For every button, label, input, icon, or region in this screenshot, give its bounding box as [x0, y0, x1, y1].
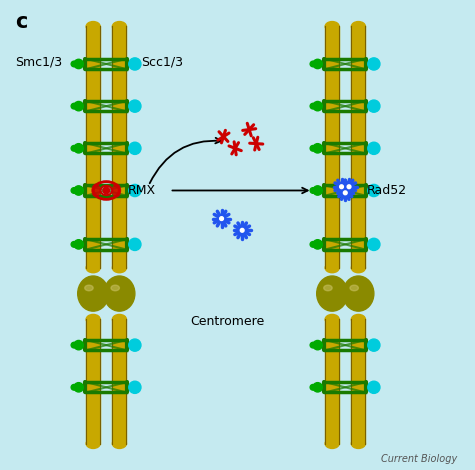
Circle shape	[129, 339, 141, 351]
Circle shape	[71, 61, 77, 67]
Circle shape	[368, 184, 380, 196]
Circle shape	[310, 242, 316, 247]
Ellipse shape	[325, 439, 339, 448]
Text: Current Biology: Current Biology	[381, 454, 458, 464]
Ellipse shape	[86, 439, 100, 448]
Circle shape	[310, 146, 316, 151]
Bar	[352, 26, 365, 268]
Ellipse shape	[352, 263, 365, 273]
Circle shape	[310, 384, 316, 390]
Circle shape	[71, 146, 77, 151]
Circle shape	[74, 144, 83, 153]
Ellipse shape	[325, 263, 339, 273]
Text: Rad52: Rad52	[366, 184, 407, 197]
Circle shape	[129, 100, 141, 112]
Circle shape	[71, 384, 77, 390]
Bar	[86, 26, 100, 268]
Circle shape	[129, 142, 141, 155]
Circle shape	[368, 381, 380, 393]
Text: Smc1/3: Smc1/3	[15, 55, 62, 68]
Text: RMX: RMX	[127, 184, 155, 197]
Circle shape	[313, 59, 323, 69]
Circle shape	[71, 188, 77, 193]
Bar	[325, 26, 339, 268]
Circle shape	[368, 339, 380, 351]
Ellipse shape	[113, 22, 126, 31]
Ellipse shape	[317, 276, 348, 311]
Ellipse shape	[113, 184, 121, 197]
Text: Centromere: Centromere	[190, 315, 265, 328]
Ellipse shape	[352, 314, 365, 324]
Bar	[113, 319, 126, 444]
Circle shape	[313, 102, 323, 111]
Circle shape	[347, 185, 351, 188]
Circle shape	[313, 340, 323, 350]
Bar	[113, 26, 126, 268]
Circle shape	[129, 238, 141, 251]
Ellipse shape	[325, 22, 339, 31]
Ellipse shape	[86, 263, 100, 273]
Circle shape	[310, 61, 316, 67]
Circle shape	[310, 342, 316, 348]
Ellipse shape	[113, 314, 126, 324]
Circle shape	[129, 184, 141, 196]
Circle shape	[74, 59, 83, 69]
Text: Scc1/3: Scc1/3	[142, 55, 183, 68]
Circle shape	[220, 217, 223, 220]
Circle shape	[313, 383, 323, 392]
Bar	[325, 319, 339, 444]
Ellipse shape	[352, 439, 365, 448]
Ellipse shape	[325, 314, 339, 324]
Circle shape	[368, 142, 380, 155]
Ellipse shape	[352, 22, 365, 31]
Bar	[86, 319, 100, 444]
Ellipse shape	[350, 285, 359, 291]
Ellipse shape	[85, 285, 93, 291]
Circle shape	[71, 242, 77, 247]
Circle shape	[368, 238, 380, 251]
Circle shape	[74, 102, 83, 111]
Circle shape	[74, 340, 83, 350]
Ellipse shape	[113, 439, 126, 448]
Circle shape	[103, 187, 110, 194]
Circle shape	[129, 58, 141, 70]
Circle shape	[340, 185, 343, 188]
Bar	[352, 319, 365, 444]
Circle shape	[74, 383, 83, 392]
Ellipse shape	[343, 276, 374, 311]
Circle shape	[74, 240, 83, 249]
Ellipse shape	[86, 22, 100, 31]
Circle shape	[313, 240, 323, 249]
Circle shape	[71, 342, 77, 348]
Circle shape	[310, 103, 316, 109]
Ellipse shape	[324, 285, 332, 291]
Circle shape	[310, 188, 316, 193]
Circle shape	[368, 100, 380, 112]
Ellipse shape	[86, 314, 100, 324]
Circle shape	[71, 103, 77, 109]
Ellipse shape	[111, 285, 119, 291]
Circle shape	[368, 58, 380, 70]
Ellipse shape	[78, 276, 109, 311]
Text: c: c	[15, 12, 27, 32]
Ellipse shape	[104, 276, 135, 311]
Circle shape	[343, 191, 347, 195]
Circle shape	[240, 228, 244, 232]
Circle shape	[129, 381, 141, 393]
Ellipse shape	[113, 263, 126, 273]
Circle shape	[74, 186, 83, 195]
Circle shape	[313, 186, 323, 195]
Circle shape	[313, 144, 323, 153]
Ellipse shape	[92, 184, 100, 197]
